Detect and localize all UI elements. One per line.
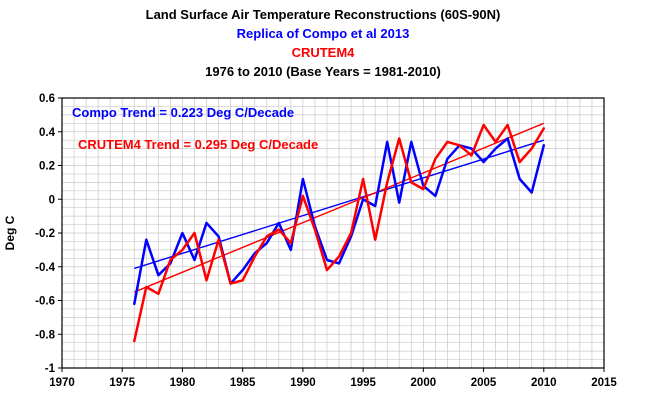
y-tick-label: -0.2 xyxy=(35,228,55,240)
crutem4-trend-annotation: CRUTEM4 Trend = 0.295 Deg C/Decade xyxy=(78,137,319,152)
compo-series-line xyxy=(133,137,546,306)
y-tick-label: 0.2 xyxy=(39,161,55,173)
x-tick-label: 2010 xyxy=(531,377,557,389)
x-tick-label: 2000 xyxy=(411,377,437,389)
compo-trend-annotation: Compo Trend = 0.223 Deg C/Decade xyxy=(72,105,295,120)
y-tick-label: -0.8 xyxy=(35,329,55,341)
y-tick-label: 0.6 xyxy=(39,93,55,105)
y-tick-label: -0.4 xyxy=(35,262,55,274)
compo-trend-line xyxy=(134,139,544,270)
y-tick-label: 0.4 xyxy=(39,127,56,139)
x-tick-label: 1975 xyxy=(109,377,135,389)
x-tick-label: 1990 xyxy=(290,377,316,389)
x-tick-label: 2015 xyxy=(591,377,617,389)
y-tick-label: 0 xyxy=(49,194,55,206)
chart-title: Land Surface Air Temperature Reconstruct… xyxy=(145,7,501,22)
y-tick-label: -1 xyxy=(45,363,56,375)
x-tick-label: 1985 xyxy=(230,377,256,389)
axes: 1970 1975 1980 1985 1990 1995 2000 2005 2010 2015… xyxy=(35,93,617,389)
chart-header: Land Surface Air Temperature Reconstruct… xyxy=(0,5,646,81)
y-axis-label: Deg C xyxy=(3,215,17,250)
x-tick-label: 1980 xyxy=(170,377,196,389)
chart-period-subtitle: 1976 to 2010 (Base Years = 1981-2010) xyxy=(205,64,441,79)
data-series xyxy=(133,123,546,343)
x-tick-label: 1970 xyxy=(49,377,75,389)
chart-subtitle-compo: Replica of Compo et al 2013 xyxy=(236,26,410,41)
y-tick-label: -0.6 xyxy=(35,296,55,308)
chart-subtitle-crutem4: CRUTEM4 xyxy=(291,45,355,60)
x-tick-label: 2005 xyxy=(471,377,497,389)
x-tick-label: 1995 xyxy=(350,377,376,389)
crutem4-series-line xyxy=(133,123,546,343)
